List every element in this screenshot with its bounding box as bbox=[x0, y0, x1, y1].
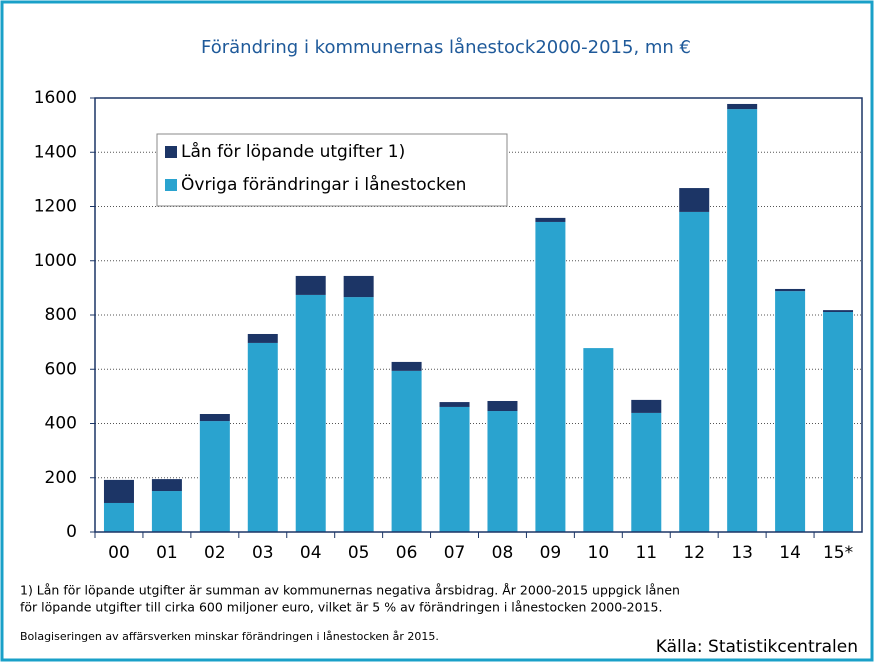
bar-segment bbox=[727, 103, 758, 110]
x-tick-label: 10 bbox=[588, 543, 610, 563]
bar-segment bbox=[247, 342, 278, 532]
bar-segment bbox=[727, 109, 758, 532]
bar-segment bbox=[583, 348, 614, 532]
source: Källa: Statistikcentralen bbox=[656, 637, 858, 657]
bar-segment bbox=[823, 312, 854, 532]
x-tick-label: 00 bbox=[108, 543, 130, 563]
bar-segment bbox=[631, 399, 662, 413]
bar-segment bbox=[103, 502, 134, 532]
x-tick-label: 02 bbox=[204, 543, 226, 563]
bar-segment bbox=[295, 275, 326, 295]
bar-segment bbox=[775, 288, 806, 292]
x-tick-label: 14 bbox=[779, 543, 801, 563]
bar-segment bbox=[439, 406, 470, 532]
y-tick-label: 1600 bbox=[34, 88, 77, 108]
bar-segment bbox=[631, 412, 662, 532]
x-tick-label: 01 bbox=[156, 543, 178, 563]
legend-label: Lån för löpande utgifter 1) bbox=[181, 141, 405, 162]
note: för löpande utgifter till cirka 600 milj… bbox=[20, 600, 662, 615]
chart-title: Förändring i kommunernas lånestock2000-2… bbox=[201, 37, 691, 58]
legend-swatch bbox=[165, 146, 177, 158]
bar-segment bbox=[343, 297, 374, 532]
x-tick-label: 06 bbox=[396, 543, 418, 563]
bar-segment bbox=[151, 491, 182, 532]
bar-segment bbox=[343, 275, 374, 298]
x-tick-label: 08 bbox=[492, 543, 514, 563]
y-tick-label: 400 bbox=[45, 414, 77, 434]
bar-segment bbox=[391, 361, 422, 371]
bar-segment bbox=[775, 291, 806, 532]
note: Bolagiseringen av affärsverken minskar f… bbox=[20, 630, 439, 643]
x-tick-label: 04 bbox=[300, 543, 322, 563]
bar-segment bbox=[535, 217, 566, 222]
plot-border bbox=[94, 97, 863, 533]
y-tick-label: 800 bbox=[45, 305, 77, 325]
bar-segment bbox=[679, 188, 710, 212]
x-tick-label: 11 bbox=[635, 543, 657, 563]
bar-segment bbox=[295, 294, 326, 532]
bar-segment bbox=[199, 414, 230, 422]
bar-segment bbox=[151, 479, 182, 492]
y-tick-label: 200 bbox=[45, 468, 77, 488]
bar-segment bbox=[391, 370, 422, 532]
x-tick-label: 07 bbox=[444, 543, 466, 563]
x-tick-label: 12 bbox=[683, 543, 705, 563]
bar-segment bbox=[487, 411, 518, 532]
y-tick-label: 1000 bbox=[34, 251, 77, 271]
bar-segment bbox=[103, 479, 134, 503]
legend-box bbox=[156, 133, 508, 207]
bar-segment bbox=[199, 421, 230, 532]
x-tick-label: 13 bbox=[731, 543, 753, 563]
bar-segment bbox=[679, 211, 710, 533]
bar-segment bbox=[823, 310, 854, 313]
bar-segment bbox=[439, 402, 470, 407]
legend-swatch bbox=[165, 179, 177, 191]
x-tick-label: 15* bbox=[823, 543, 853, 563]
bar-segment bbox=[247, 333, 278, 343]
x-tick-label: 09 bbox=[540, 543, 562, 563]
x-tick-label: 05 bbox=[348, 543, 370, 563]
x-tick-label: 03 bbox=[252, 543, 274, 563]
y-tick-label: 1400 bbox=[34, 142, 77, 162]
legend-label: Övriga förändringar i lånestocken bbox=[181, 173, 466, 195]
bar-segment bbox=[487, 400, 518, 412]
note: 1) Lån för löpande utgifter är summan av… bbox=[20, 583, 680, 598]
y-tick-label: 600 bbox=[45, 359, 77, 379]
bar-segment bbox=[535, 221, 566, 532]
y-tick-label: 0 bbox=[66, 522, 77, 542]
y-tick-label: 1200 bbox=[34, 197, 77, 217]
